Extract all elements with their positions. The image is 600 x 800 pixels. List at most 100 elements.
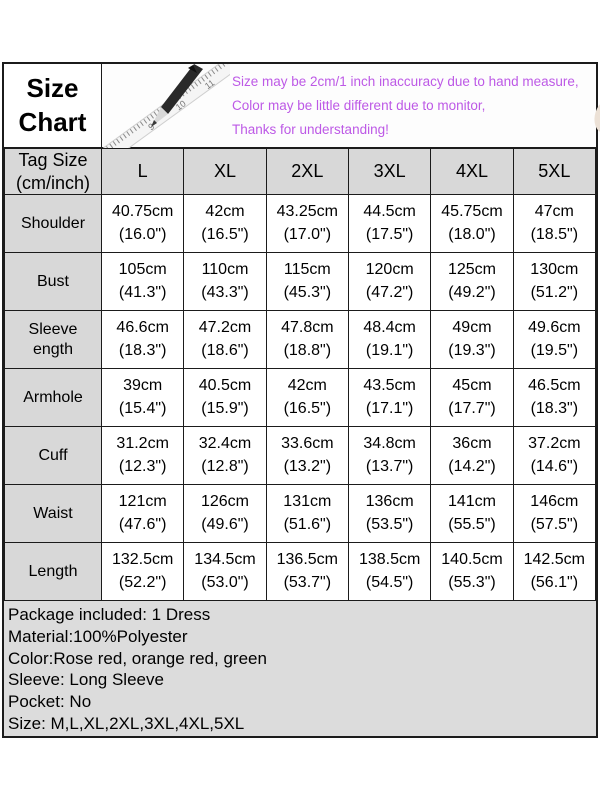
measurement-cell: 46.5cm (18.3") [512, 368, 597, 427]
value-inch: (54.5") [365, 573, 414, 591]
value-inch: (47.2") [365, 283, 414, 301]
value-inch: (18.3") [530, 399, 579, 417]
value-inch: (15.4") [118, 399, 167, 417]
measurement-cell: 33.6cm (13.2") [265, 426, 349, 485]
measurement-cell: 45cm (17.7") [430, 368, 514, 427]
value-inch: (18.3") [118, 341, 167, 359]
measurement-cell: 49cm (19.3") [430, 310, 514, 369]
value-inch: (12.8") [201, 457, 249, 475]
size-table-header-row: Tag Size (cm/inch) L XL 2XL 3XL 4XL 5XL [4, 148, 597, 195]
row-label: Waist [4, 484, 102, 543]
value-inch: (17.5") [365, 225, 414, 243]
detail-color: Color:Rose red, orange red, green [8, 648, 267, 668]
value-cm: 132.5cm [111, 551, 174, 569]
table-row: Length 132.5cm (52.2") 134.5cm (53.0") 136.5… [4, 542, 597, 601]
value-cm: 126cm [200, 493, 249, 511]
measurement-cell: 142.5cm (56.1") [512, 542, 597, 601]
measurement-cell: 31.2cm (12.3") [100, 426, 185, 485]
value-cm: 120cm [365, 261, 414, 279]
value-inch: (52.2") [118, 573, 167, 591]
value-inch: (19.1") [365, 341, 414, 359]
measurement-cell: 49.6cm (19.5") [512, 310, 597, 369]
measurement-cell: 125cm (49.2") [430, 252, 514, 311]
measure-notes: Size may be 2cm/1 inch inaccuracy due to… [230, 64, 579, 147]
table-row: Cuff 31.2cm (12.3") 32.4cm (12.8") 33.6cm (13… [4, 426, 597, 485]
measurement-cell: 34.8cm (13.7") [347, 426, 432, 485]
value-inch: (19.5") [530, 341, 579, 359]
measurement-cell: 37.2cm (14.6") [512, 426, 597, 485]
note-thanks: Thanks for understanding! [232, 122, 389, 137]
banner: Size Chart 9 10 11 Size may be 2cm/1 inc… [4, 52, 600, 163]
value-inch: (45.3") [283, 283, 332, 301]
page-title-line1: Size [26, 72, 79, 103]
measurement-cell: 45.75cm (18.0") [430, 194, 514, 253]
value-cm: 32.4cm [198, 435, 252, 453]
value-cm: 42cm [205, 203, 245, 221]
measurement-cell: 36cm (14.2") [430, 426, 514, 485]
detail-sleeve: Sleeve: Long Sleeve [8, 670, 164, 690]
size-table: Tag Size (cm/inch) L XL 2XL 3XL 4XL 5XL … [4, 148, 597, 601]
value-cm: 136.5cm [276, 551, 338, 569]
value-cm: 125cm [447, 261, 496, 279]
size-table-body: Shoulder 40.75cm (16.0") 42cm (16.5") 43.25c… [4, 194, 597, 601]
row-label: Length [4, 542, 102, 601]
measurement-cell: 146cm (57.5") [512, 484, 597, 543]
value-inch: (13.2") [283, 457, 332, 475]
column-header-l: L [100, 148, 185, 195]
column-header-xl: XL [183, 148, 267, 195]
value-inch: (51.2") [530, 283, 579, 301]
column-header-3xl: 3XL [347, 148, 432, 195]
table-row: Shoulder 40.75cm (16.0") 42cm (16.5") 43.25c… [4, 194, 597, 253]
value-cm: 115cm [283, 261, 331, 279]
hand-ruler-icon [579, 64, 600, 148]
value-inch: (16.5") [201, 225, 249, 243]
pencil-ruler-icon: 9 10 11 [99, 52, 244, 163]
detail-package: Package included: 1 Dress [8, 605, 211, 624]
value-cm: 47cm [534, 203, 574, 221]
measurement-cell: 105cm (41.3") [100, 252, 185, 311]
value-cm: 39cm [123, 377, 163, 395]
value-inch: (15.9") [201, 399, 249, 417]
measurement-cell: 47cm (18.5") [512, 194, 597, 253]
measurement-cell: 42cm (16.5") [265, 368, 349, 427]
measurement-cell: 134.5cm (53.0") [183, 542, 267, 601]
detail-material: Material:100%Polyester [8, 626, 188, 646]
measurement-cell: 48.4cm (19.1") [347, 310, 432, 369]
value-cm: 110cm [201, 261, 249, 279]
value-cm: 140.5cm [441, 551, 503, 569]
measurement-cell: 126cm (49.6") [183, 484, 267, 543]
value-inch: (43.3") [201, 283, 249, 301]
value-cm: 131cm [283, 493, 332, 511]
table-row: Waist 121cm (47.6") 126cm (49.6") 131cm (51.6… [4, 484, 597, 543]
value-cm: 49.6cm [528, 319, 581, 337]
row-label: Sleeve ength [4, 310, 102, 369]
value-inch: (47.6") [118, 515, 167, 533]
table-row: Bust 105cm (41.3") 110cm (43.3") 115cm (45.3"… [4, 252, 597, 311]
size-chart-container: Size Chart 9 10 11 Size may be 2cm/1 inc… [2, 52, 600, 738]
value-cm: 47.8cm [281, 319, 334, 337]
value-cm: 36cm [452, 435, 492, 453]
value-cm: 43.5cm [363, 377, 416, 395]
row-label: Shoulder [4, 194, 102, 253]
value-cm: 40.5cm [198, 377, 252, 395]
value-inch: (53.5") [365, 515, 414, 533]
value-cm: 47.2cm [198, 319, 252, 337]
measurement-cell: 43.25cm (17.0") [265, 194, 349, 253]
measurement-cell: 138.5cm (54.5") [347, 542, 432, 601]
value-cm: 46.5cm [528, 377, 581, 395]
measurement-cell: 141cm (55.5") [430, 484, 514, 543]
value-inch: (16.0") [118, 225, 167, 243]
value-cm: 121cm [118, 493, 167, 511]
tag-size-header-line1: Tag Size [18, 150, 88, 170]
value-inch: (16.5") [283, 399, 332, 417]
value-inch: (14.2") [448, 457, 496, 475]
value-inch: (56.1") [530, 573, 579, 591]
value-inch: (18.0") [448, 225, 496, 243]
measurement-cell: 47.8cm (18.8") [265, 310, 349, 369]
value-inch: (18.8") [283, 341, 332, 359]
measurement-cell: 110cm (43.3") [183, 252, 267, 311]
row-label: Armhole [4, 368, 102, 427]
value-cm: 42cm [287, 377, 327, 395]
value-inch: (57.5") [530, 515, 579, 533]
value-cm: 49cm [452, 319, 492, 337]
